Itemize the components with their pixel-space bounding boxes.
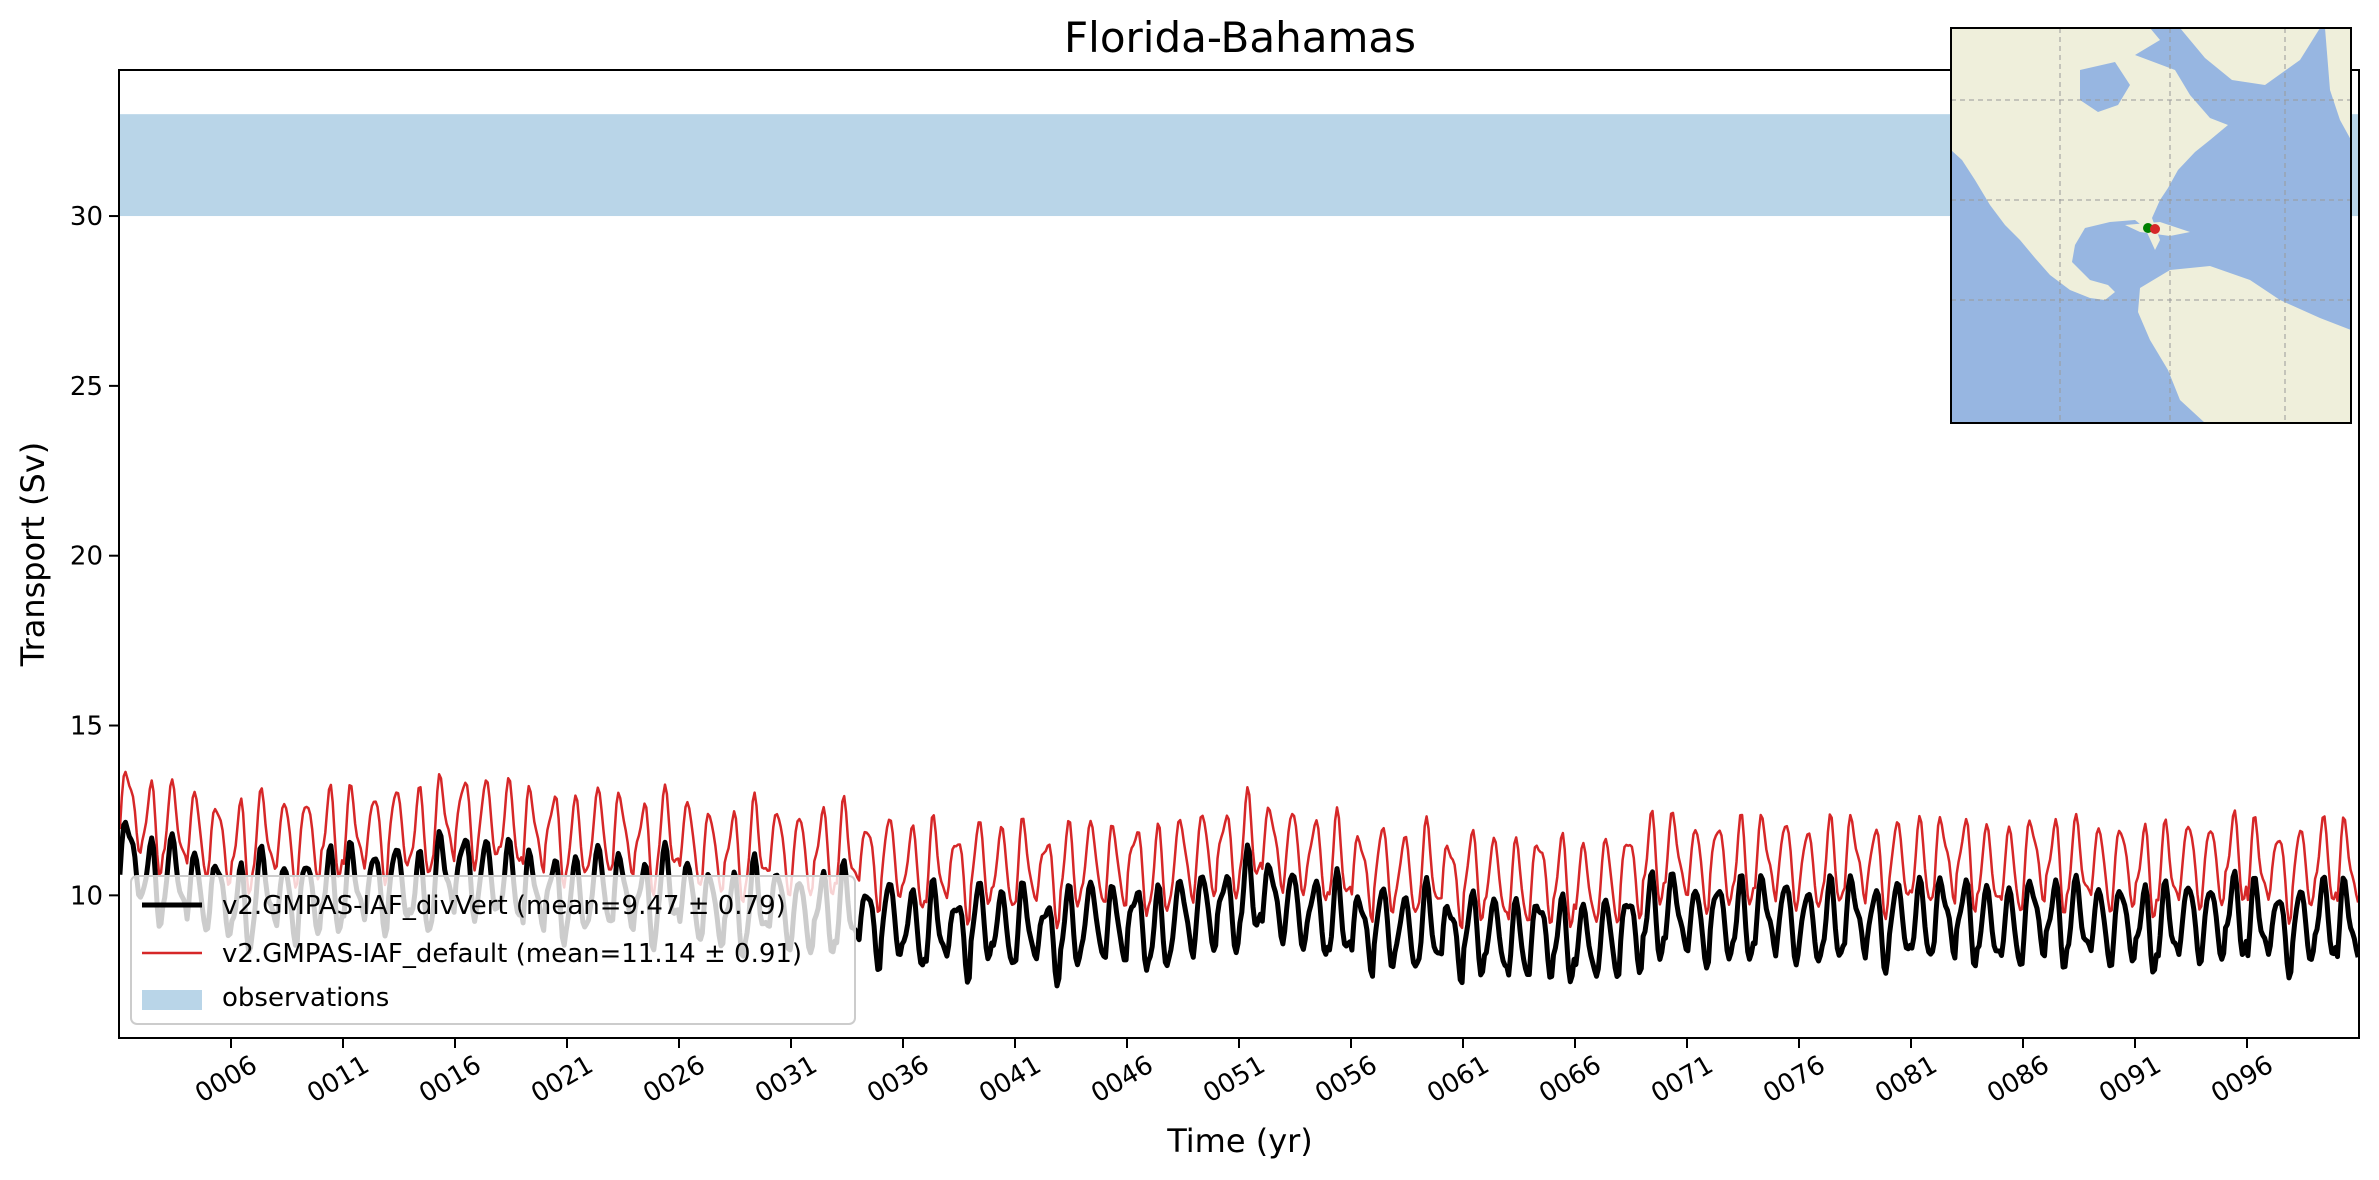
x-tick-label: 0021 bbox=[526, 1050, 598, 1109]
x-tick-label: 0031 bbox=[750, 1050, 822, 1109]
y-tick-label: 25 bbox=[70, 372, 103, 402]
x-tick-label: 0096 bbox=[2206, 1050, 2278, 1109]
chart-title: Florida-Bahamas bbox=[1064, 13, 1416, 62]
y-tick-label: 10 bbox=[70, 881, 103, 911]
y-axis-label: Transport (Sv) bbox=[14, 442, 52, 668]
x-tick-label: 0091 bbox=[2094, 1050, 2166, 1109]
x-tick-label: 0081 bbox=[1870, 1050, 1942, 1109]
legend-label-divvert: v2.GMPAS-IAF_divVert (mean=9.47 ± 0.79) bbox=[222, 891, 786, 921]
inset-land-africa bbox=[2325, 28, 2351, 140]
x-tick-label: 0061 bbox=[1422, 1050, 1494, 1109]
inset-marker-red bbox=[2150, 224, 2160, 234]
y-ticks: 10 15 20 25 30 bbox=[70, 202, 119, 911]
x-tick-label: 0051 bbox=[1198, 1050, 1270, 1109]
legend-label-observations: observations bbox=[222, 983, 389, 1013]
legend-box bbox=[130, 875, 856, 1025]
x-tick-label: 0046 bbox=[1086, 1050, 1158, 1109]
x-axis-label: Time (yr) bbox=[1166, 1122, 1313, 1160]
inset-land-greenland bbox=[2180, 28, 2320, 85]
x-tick-label: 0006 bbox=[190, 1050, 262, 1109]
legend-swatch-observations bbox=[142, 990, 202, 1010]
inset-gridlines bbox=[1951, 28, 2351, 423]
y-tick-label: 15 bbox=[70, 712, 103, 742]
legend: v2.GMPAS-IAF_divVert (mean=9.47 ± 0.79) … bbox=[130, 875, 856, 1025]
inset-land-north-america bbox=[1951, 28, 2228, 300]
x-tick-label: 0071 bbox=[1646, 1050, 1718, 1109]
y-tick-label: 20 bbox=[70, 542, 103, 572]
x-tick-label: 0066 bbox=[1534, 1050, 1606, 1109]
x-tick-label: 0076 bbox=[1758, 1050, 1830, 1109]
x-tick-label: 0011 bbox=[302, 1050, 374, 1109]
x-ticks: 0006 0011 0016 0021 0026 0031 0036 0041 0046 0051… bbox=[190, 1038, 2279, 1109]
series-line-default bbox=[119, 770, 2359, 930]
x-tick-label: 0041 bbox=[974, 1050, 1046, 1109]
y-tick-label: 30 bbox=[70, 202, 103, 232]
x-tick-label: 0016 bbox=[414, 1050, 486, 1109]
legend-label-default: v2.GMPAS-IAF_default (mean=11.14 ± 0.91) bbox=[222, 939, 802, 969]
inset-land-south-america bbox=[2138, 266, 2351, 423]
x-tick-label: 0056 bbox=[1310, 1050, 1382, 1109]
inset-frame bbox=[1950, 27, 2352, 424]
inset-map bbox=[1950, 27, 2352, 424]
x-tick-label: 0026 bbox=[638, 1050, 710, 1109]
x-tick-label: 0036 bbox=[862, 1050, 934, 1109]
x-tick-label: 0086 bbox=[1982, 1050, 2054, 1109]
